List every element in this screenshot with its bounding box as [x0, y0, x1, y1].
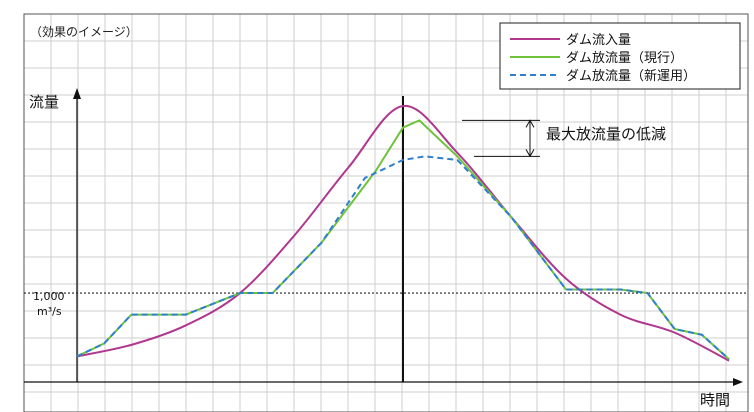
series-line-3 — [76, 155, 730, 360]
chart-caption: （効果のイメージ） — [30, 24, 138, 39]
x-axis-arrow — [733, 378, 743, 386]
legend-label-3: ダム放流量（新運用） — [566, 68, 696, 84]
legend-label-2: ダム放流量（現行） — [566, 51, 683, 66]
series-line-1 — [76, 104, 730, 362]
y-axis-label: 流量 — [29, 93, 59, 111]
plot-border — [23, 13, 749, 412]
threshold-value-label: 1,000 — [33, 290, 65, 303]
series-layer — [76, 104, 730, 362]
reduction-annotation — [462, 119, 540, 158]
y-axis-arrow — [73, 88, 81, 99]
threshold-unit-label: m³/s — [37, 305, 62, 318]
legend-label-1: ダム流入量 — [566, 33, 631, 48]
annotation-arrow-down — [525, 149, 535, 158]
reduction-annotation-label: 最大放流量の低減 — [546, 125, 666, 143]
annotation-arrow-up — [525, 119, 535, 128]
x-axis-label: 時間 — [700, 391, 730, 409]
axes — [24, 88, 748, 386]
